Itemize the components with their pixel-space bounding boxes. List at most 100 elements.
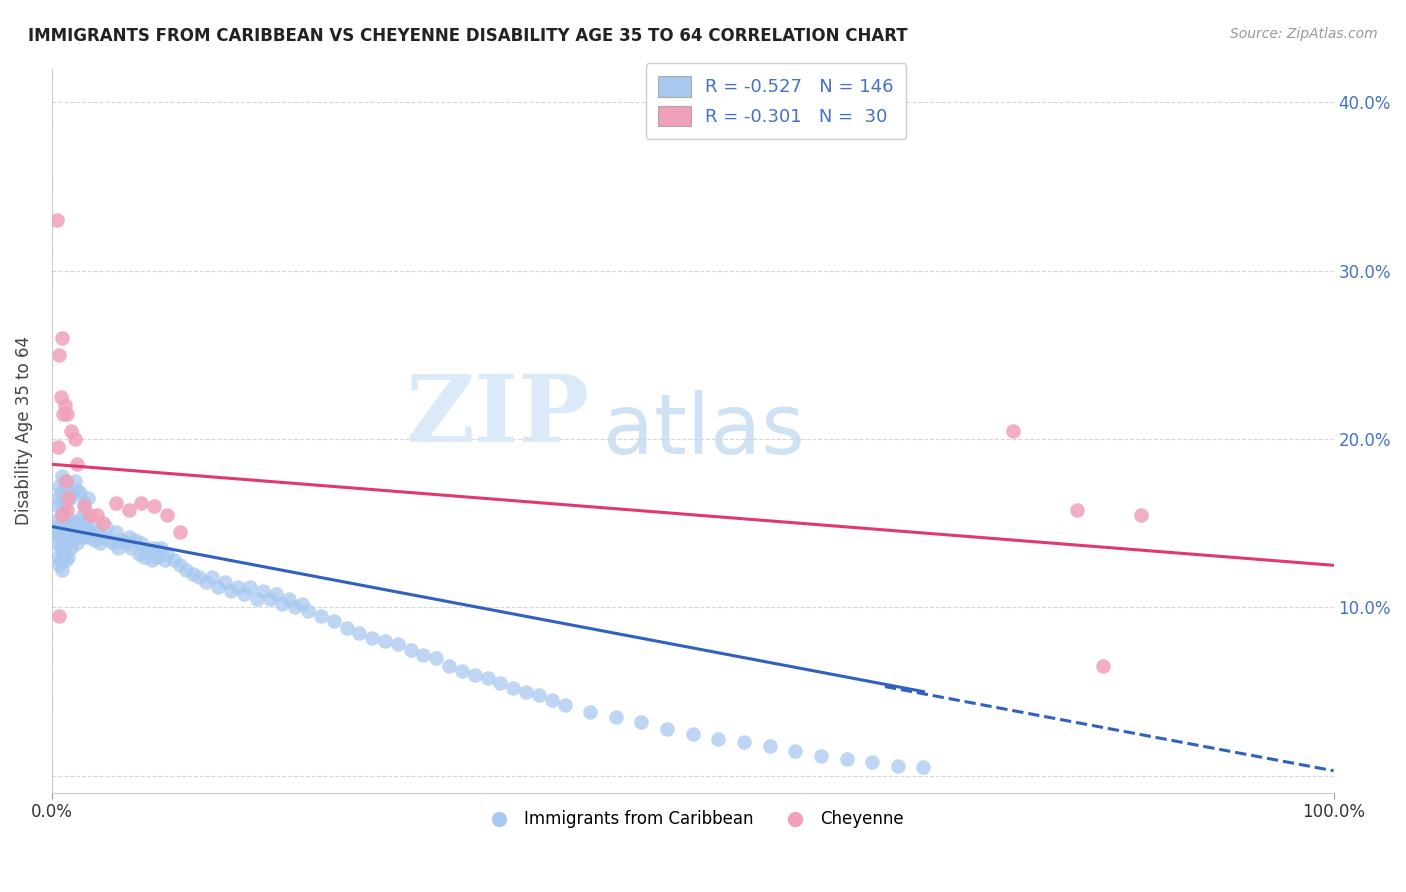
Point: [49, 486, 72, 500]
Point: [70, 530, 93, 544]
Point: [48, 608, 70, 623]
Point: [66, 536, 89, 550]
Point: [62, 519, 84, 533]
Point: [98, 533, 121, 547]
Point: [477, 671, 499, 685]
Point: [91, 516, 114, 531]
Point: [162, 553, 184, 567]
Point: [49, 553, 72, 567]
Text: IMMIGRANTS FROM CARIBBEAN VS CHEYENNE DISABILITY AGE 35 TO 64 CORRELATION CHART: IMMIGRANTS FROM CARIBBEAN VS CHEYENNE DI…: [28, 27, 908, 45]
Point: [1066, 502, 1088, 516]
Point: [527, 688, 550, 702]
Text: atlas: atlas: [603, 390, 804, 471]
Point: [51, 563, 73, 577]
Point: [67, 513, 90, 527]
Point: [91, 530, 114, 544]
Point: [73, 500, 96, 514]
Point: [733, 735, 755, 749]
Point: [52, 502, 75, 516]
Point: [489, 676, 512, 690]
Point: [53, 474, 76, 488]
Point: [322, 614, 344, 628]
Point: [291, 597, 314, 611]
Point: [128, 547, 150, 561]
Point: [59, 530, 82, 544]
Point: [297, 604, 319, 618]
Point: [181, 566, 204, 581]
Point: [605, 710, 627, 724]
Point: [336, 621, 359, 635]
Point: [79, 508, 101, 522]
Point: [194, 575, 217, 590]
Point: [58, 491, 80, 505]
Point: [59, 519, 82, 533]
Point: [1091, 659, 1114, 673]
Point: [1002, 424, 1025, 438]
Point: [437, 659, 460, 673]
Point: [515, 684, 537, 698]
Point: [49, 516, 72, 531]
Point: [149, 541, 172, 556]
Point: [464, 667, 486, 681]
Point: [176, 563, 198, 577]
Point: [46, 500, 69, 514]
Point: [63, 474, 86, 488]
Point: [835, 752, 858, 766]
Point: [214, 575, 236, 590]
Point: [75, 530, 97, 544]
Point: [48, 348, 70, 362]
Point: [56, 502, 79, 516]
Point: [264, 587, 287, 601]
Point: [86, 508, 108, 522]
Point: [707, 731, 730, 746]
Point: [83, 533, 105, 547]
Point: [51, 533, 73, 547]
Point: [630, 714, 652, 729]
Point: [387, 637, 409, 651]
Point: [239, 580, 262, 594]
Point: [48, 530, 70, 544]
Point: [785, 743, 807, 757]
Point: [104, 496, 127, 510]
Point: [219, 583, 242, 598]
Point: [201, 570, 224, 584]
Point: [53, 398, 76, 412]
Point: [143, 500, 166, 514]
Point: [412, 648, 434, 662]
Point: [103, 536, 125, 550]
Point: [86, 524, 108, 539]
Point: [132, 549, 155, 564]
Point: [52, 547, 75, 561]
Point: [60, 486, 83, 500]
Point: [682, 727, 704, 741]
Point: [120, 541, 142, 556]
Point: [48, 479, 70, 493]
Point: [60, 533, 83, 547]
Point: [49, 541, 72, 556]
Point: [156, 508, 179, 522]
Point: [309, 608, 332, 623]
Point: [46, 491, 69, 505]
Point: [66, 524, 89, 539]
Point: [53, 524, 76, 539]
Point: [52, 407, 75, 421]
Point: [76, 524, 98, 539]
Point: [226, 580, 249, 594]
Point: [246, 592, 269, 607]
Text: Source: ZipAtlas.com: Source: ZipAtlas.com: [1230, 27, 1378, 41]
Point: [45, 513, 67, 527]
Point: [46, 549, 69, 564]
Point: [758, 739, 780, 753]
Point: [69, 519, 91, 533]
Point: [46, 441, 69, 455]
Point: [277, 592, 299, 607]
Point: [82, 519, 104, 533]
Point: [45, 213, 67, 227]
Point: [56, 519, 79, 533]
Point: [79, 530, 101, 544]
Point: [55, 553, 77, 567]
Point: [107, 541, 129, 556]
Point: [169, 558, 191, 573]
Point: [72, 508, 94, 522]
Point: [259, 592, 281, 607]
